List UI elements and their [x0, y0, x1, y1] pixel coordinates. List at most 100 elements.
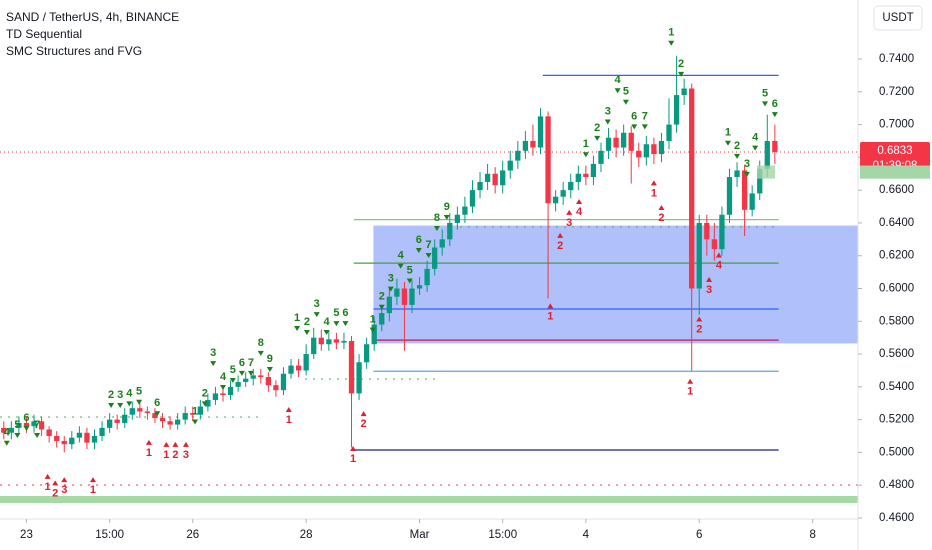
candle-body [311, 337, 317, 355]
td-arrow [266, 366, 273, 372]
td-arrow [696, 316, 703, 322]
td-count: 1 [146, 447, 152, 459]
candle-body [1, 427, 7, 433]
support-band [0, 496, 858, 503]
td-count: 2 [658, 212, 664, 224]
candle-body [734, 170, 740, 178]
candle-body [190, 413, 196, 415]
x-tick-label: 8 [809, 529, 815, 541]
candle-body [84, 432, 90, 443]
candle-body [439, 239, 445, 248]
td-count: 2 [202, 387, 208, 399]
candle-body [401, 288, 408, 305]
td-arrow [724, 140, 731, 146]
candle-body [122, 414, 128, 423]
td-arrow [687, 378, 694, 384]
td-arrow [378, 304, 385, 310]
candle-body [114, 419, 120, 423]
td-arrow [61, 477, 68, 483]
td-count: 2 [557, 240, 563, 252]
y-tick-label: 0.6600 [879, 184, 914, 196]
candle-body [326, 339, 332, 345]
candle-body [69, 437, 75, 445]
td-arrow [582, 152, 589, 158]
candle-body [31, 421, 37, 427]
td-count: 2 [678, 58, 684, 70]
td-count: 1 [547, 310, 553, 322]
candle-body [772, 140, 778, 152]
td-count: 5 [136, 386, 142, 398]
td-arrow [52, 480, 59, 486]
candle-body [197, 406, 203, 415]
candle-body [726, 177, 733, 215]
candle-body [99, 427, 105, 437]
td-arrow [360, 411, 367, 417]
td-count: 4 [752, 132, 759, 144]
td-arrow [641, 124, 648, 130]
candle-body [462, 206, 468, 215]
candle-body [530, 140, 536, 148]
td-count: 4 [126, 387, 133, 399]
candle-body [46, 429, 52, 437]
td-arrow [387, 286, 394, 292]
td-arrow [303, 329, 310, 335]
candle-body [273, 385, 279, 391]
candle-body [416, 285, 423, 289]
td-count: 5 [762, 87, 768, 99]
td-arrow [154, 411, 161, 417]
td-count: 3 [183, 449, 189, 461]
candle-body [341, 340, 347, 343]
td-count: 6 [239, 357, 245, 369]
candle-body [454, 214, 460, 223]
td-arrow [443, 215, 450, 221]
candle-body [333, 339, 340, 343]
candle-body [711, 239, 718, 250]
td-arrow [678, 71, 685, 77]
x-tick-label: Mar [410, 529, 430, 541]
x-tick-label: 15:00 [95, 529, 124, 541]
td-count: 2 [696, 323, 702, 335]
td-arrow [172, 441, 179, 447]
candle-body [8, 427, 14, 433]
candle-body [492, 173, 498, 186]
td-arrow [762, 101, 769, 107]
td-arrow [23, 426, 30, 432]
td-arrow [650, 180, 657, 186]
x-tick-label: 4 [583, 529, 590, 541]
currency: USDT [882, 12, 913, 24]
candle-body [636, 150, 642, 158]
candle-body [658, 140, 665, 155]
candle-body [666, 124, 672, 141]
candle-body [54, 436, 60, 441]
candle-body [235, 381, 241, 387]
td-count: 2 [304, 316, 310, 328]
currency-button[interactable] [873, 5, 923, 31]
td-count: 3 [566, 217, 572, 229]
y-tick-label: 0.7200 [879, 86, 914, 98]
td-arrow [668, 40, 675, 46]
x-tick-label: 26 [186, 529, 199, 541]
candle-body [258, 375, 264, 378]
td-count: 1 [163, 449, 169, 461]
td-count: 5 [407, 264, 413, 276]
td-count: 3 [706, 284, 712, 296]
td-count: 1 [583, 138, 589, 150]
candle-body [38, 421, 45, 430]
td-arrow [715, 252, 722, 258]
candle-body [394, 288, 400, 297]
td-arrow [415, 247, 422, 253]
td-count: 4 [576, 206, 583, 218]
td-arrow [594, 135, 601, 141]
td-arrow [14, 433, 21, 439]
x-tick-label: 23 [20, 529, 33, 541]
candle-body [681, 88, 687, 96]
y-tick-label: 0.4600 [879, 512, 914, 524]
candle-body [575, 173, 581, 182]
candle-body [719, 214, 725, 250]
x-tick-label: 15:00 [488, 529, 517, 541]
candle-body [757, 168, 763, 194]
candle-body [295, 365, 302, 371]
td-arrow [566, 209, 573, 215]
td-count: 1 [45, 481, 51, 493]
